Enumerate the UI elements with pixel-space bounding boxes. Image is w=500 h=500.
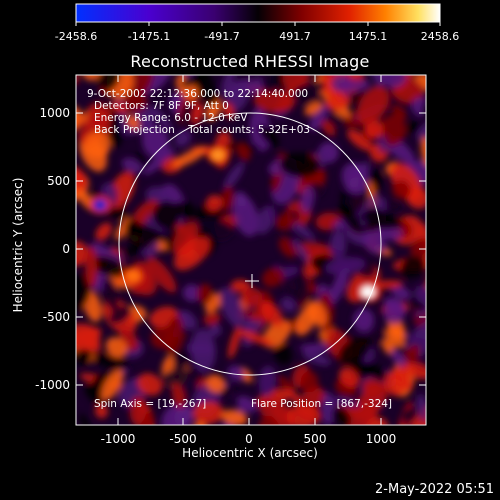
- colorbar-svg: -2458.6 -1475.1 -491.7 491.7 1475.1 2458.6: [55, 3, 460, 43]
- colorbar-gradient: [75, 3, 441, 23]
- plot-frame: [75, 74, 427, 426]
- y-tick-label: 1000: [39, 106, 70, 120]
- info-line-energy: Energy Range: 6.0 - 12.0 keV: [94, 112, 248, 124]
- footer-date: 2-May-2022 05:51: [375, 482, 494, 497]
- x-tick-label: 500: [304, 432, 327, 446]
- spin-axis-label: Spin Axis = [19,-267]: [94, 398, 207, 410]
- info-line-time: 9-Oct-2002 22:12:36.000 to 22:14:40.000: [87, 88, 309, 100]
- y-tick-label: -1000: [35, 378, 70, 392]
- x-tick-label: -500: [169, 432, 196, 446]
- colorbar-tick-label: -2458.6: [55, 30, 97, 43]
- y-tick-label: 500: [47, 174, 70, 188]
- colorbar-tick-label: 1475.1: [349, 30, 388, 43]
- y-tick-label: 0: [62, 242, 70, 256]
- x-axis-label: Heliocentric X (arcsec): [182, 446, 318, 460]
- spin-axis-cross-icon: [245, 274, 259, 288]
- x-tick-label: -1000: [101, 432, 136, 446]
- colorbar-tick-label: 2458.6: [421, 30, 460, 43]
- flare-position-label: Flare Position = [867,-324]: [251, 398, 393, 410]
- info-line-detectors: Detectors: 7F 8F 9F, Att 0: [94, 100, 229, 112]
- colorbar-tick-label: 491.7: [279, 30, 311, 43]
- colorbar: -2458.6 -1475.1 -491.7 491.7 1475.1 2458.6: [0, 0, 500, 45]
- x-tick-label: 1000: [366, 432, 397, 446]
- colorbar-tick-label: -491.7: [204, 30, 239, 43]
- y-axis-label: Heliocentric Y (arcsec): [11, 177, 25, 313]
- colorbar-tick-label: -1475.1: [128, 30, 170, 43]
- x-tick-label: 0: [245, 432, 253, 446]
- info-line-method: Back Projection Total counts: 5.32E+03: [94, 124, 311, 136]
- y-tick-label: -500: [43, 310, 70, 324]
- plot-title: Reconstructed RHESSI Image: [130, 52, 370, 71]
- solar-limb-circle: [118, 112, 382, 376]
